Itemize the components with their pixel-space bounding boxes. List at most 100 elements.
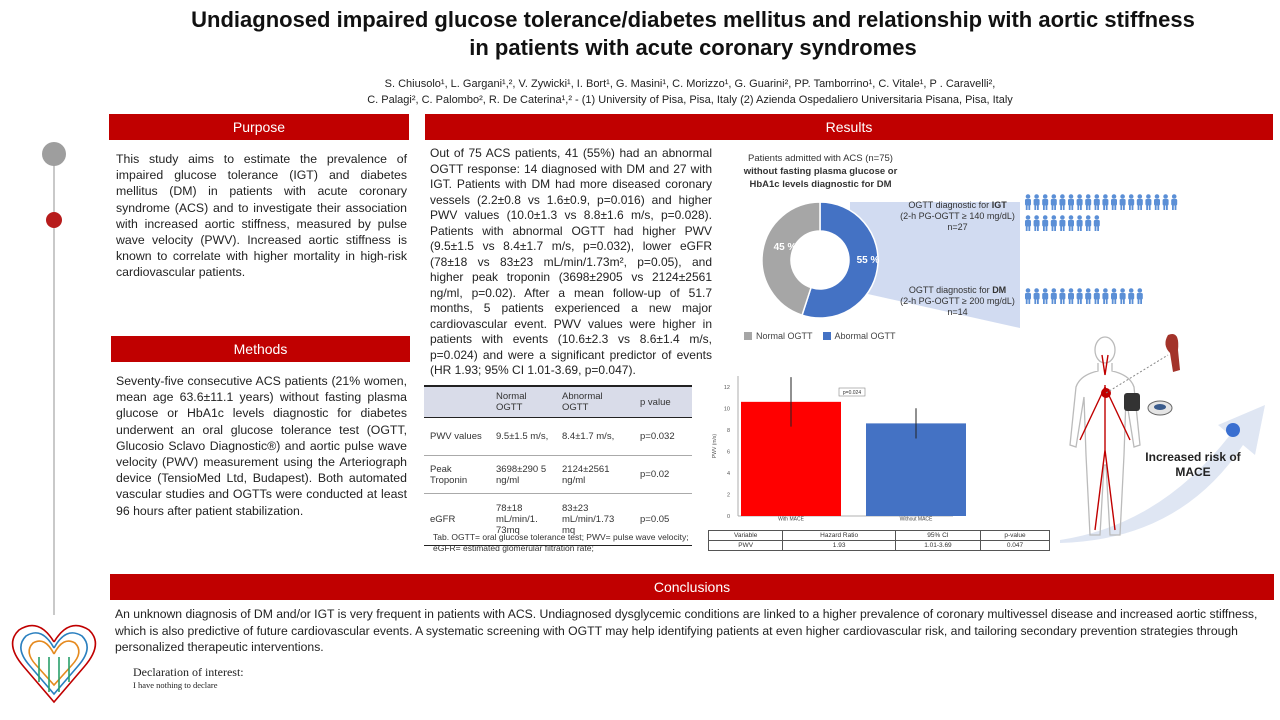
conclusions-header: Conclusions — [110, 574, 1274, 600]
pie-normal-label: 45 % — [773, 242, 797, 253]
timeline-line — [53, 150, 55, 615]
person-icon — [1093, 194, 1100, 210]
person-icon — [1076, 215, 1083, 231]
pie-abnormal-label: 55 % — [856, 255, 880, 266]
legend-item-abnormal: Abormal OGTT — [822, 331, 896, 341]
igt-bold: IGT — [991, 200, 1007, 210]
person-icon — [1119, 288, 1126, 304]
y-tick-label: 6 — [727, 449, 730, 455]
person-icon — [1154, 194, 1160, 210]
hazard-ratio-table: Variable Hazard Ratio 95% CI p-value PWV… — [707, 530, 1051, 551]
person-icon — [1068, 194, 1074, 210]
table-cell: 78±18 mL/min/1. 73mq — [490, 493, 556, 546]
person-icon — [1068, 215, 1074, 231]
y-tick-label: 8 — [727, 428, 730, 434]
pie-chart — [761, 201, 879, 319]
bar-without-mace — [866, 423, 966, 516]
pie-slice-normal — [761, 201, 821, 317]
logo-icon — [11, 624, 97, 704]
person-icon — [1111, 288, 1117, 304]
table-cell: 3698±290 5 ng/ml — [490, 455, 556, 494]
timeline-dot-grey — [42, 142, 66, 166]
dm-criteria: (2-h PG-OGTT ≥ 200 mg/dL) — [900, 296, 1015, 306]
pie-slice-abnormal — [801, 201, 879, 319]
purpose-text: This study aims to estimate the prevalen… — [116, 152, 407, 280]
person-icon — [1093, 288, 1100, 304]
person-icon — [1128, 194, 1135, 210]
table-cell: p=0.032 — [640, 431, 675, 442]
legend-label-normal: Normal OGTT — [756, 331, 813, 341]
person-icon — [1145, 194, 1152, 210]
table-cell: p=0.05 — [634, 493, 692, 546]
pie-title-line-2: without fasting plasma glucose or HbA1c … — [743, 166, 898, 190]
body-outline — [1069, 336, 1141, 536]
title-line-2: in patients with acute coronary syndrome… — [469, 35, 917, 60]
person-icon — [1068, 288, 1074, 304]
pie-figure — [761, 194, 1178, 328]
y-axis-label: PWV (m/s) — [712, 434, 718, 458]
results-table-header: Normal OGTT Abnormal OGTT p value — [424, 385, 692, 418]
person-icon — [1136, 288, 1143, 304]
table-cell: 83±23 mL/min/1.73 mq — [556, 493, 634, 546]
person-icon — [1085, 215, 1092, 231]
table-row: PWV values 9.5±1.5 m/s, 8.4±1.7 m/s, p=0… — [424, 418, 692, 456]
methods-text: Seventy-five consecutive ACS patients (2… — [116, 374, 407, 518]
person-icon — [1059, 194, 1066, 210]
table-row: eGFR 78±18 mL/min/1. 73mq 83±23 mL/min/1… — [424, 493, 692, 546]
table-row: Peak Troponin 3698±290 5 ng/ml 2124±2561… — [424, 455, 692, 494]
person-icon — [1171, 194, 1178, 210]
p-value-label: p=0.024 — [843, 390, 861, 396]
table-header-cell: p value — [634, 385, 692, 418]
table-header-cell: Normal OGTT — [490, 385, 556, 418]
person-icon — [1085, 288, 1092, 304]
human-figure-illustration — [1060, 334, 1265, 543]
hr-cell: PWV — [707, 540, 784, 551]
declaration-text: I have nothing to declare — [133, 680, 218, 690]
person-icon — [1102, 288, 1109, 304]
results-header: Results — [425, 114, 1273, 140]
results-text: Out of 75 ACS patients, 41 (55%) had an … — [430, 146, 712, 377]
results-table: Normal OGTT Abnormal OGTT p value PWV va… — [424, 385, 692, 546]
marker-dot — [1226, 423, 1240, 437]
pwv-bar-chart: 0 2 4 6 8 10 12 PWV (m/s) With MACE Without MACE… — [708, 370, 988, 528]
person-icon — [1033, 194, 1040, 210]
authors-line-2: C. Palagi², C. Palombo², R. De Caterina¹… — [367, 94, 1013, 106]
person-icon — [1111, 194, 1117, 210]
table-header-cell — [424, 385, 490, 418]
igt-count: n=27 — [947, 222, 968, 232]
dm-label: OGTT diagnostic for — [908, 285, 993, 295]
table-cell: 9.5±1.5 m/s, — [496, 431, 549, 442]
igt-annotation: OGTT diagnostic for IGT (2-h PG-OGTT ≥ 1… — [890, 200, 1025, 233]
table-cell: 2124±2561 ng/ml — [556, 455, 634, 494]
person-icon — [1042, 194, 1049, 210]
table-cell: Peak Troponin — [424, 455, 490, 494]
person-icon — [1136, 194, 1143, 210]
dm-annotation: OGTT diagnostic for DM (2-h PG-OGTT ≥ 20… — [890, 285, 1025, 318]
pie-legend: Normal OGTT Abormal OGTT — [744, 331, 896, 341]
authors: S. Chiusolo¹, L. Gargani¹,², V. Zywicki¹… — [340, 76, 1040, 108]
person-icon — [1059, 215, 1066, 231]
person-icon — [1076, 194, 1083, 210]
person-icon — [1050, 194, 1057, 210]
person-icon — [1025, 194, 1031, 210]
person-icon — [1093, 215, 1100, 231]
dm-count: n=14 — [947, 307, 968, 317]
aorta-inset — [1105, 334, 1180, 394]
hr-header-cell: Hazard Ratio — [782, 530, 896, 541]
hr-header-row: Variable Hazard Ratio 95% CI p-value — [707, 530, 1051, 541]
y-tick-label: 10 — [724, 406, 730, 412]
person-icon — [1162, 194, 1169, 210]
dm-people-icons — [1025, 288, 1143, 304]
hr-cell: 1.93 — [782, 540, 896, 551]
risk-arrow — [1060, 405, 1265, 543]
p-value-box — [838, 387, 866, 397]
hr-header-cell: 95% CI — [894, 530, 981, 541]
purpose-header: Purpose — [109, 114, 409, 140]
igt-criteria: (2-h PG-OGTT ≥ 140 mg/dL) — [900, 211, 1015, 221]
title-line-1: Undiagnosed impaired glucose tolerance/d… — [191, 7, 1195, 32]
person-icon — [1119, 194, 1126, 210]
person-icon — [1050, 215, 1057, 231]
person-icon — [1050, 288, 1057, 304]
pie-title: Patients admitted with ACS (n=75) withou… — [728, 152, 913, 191]
hr-cell: 1.01-3.69 — [894, 540, 981, 551]
